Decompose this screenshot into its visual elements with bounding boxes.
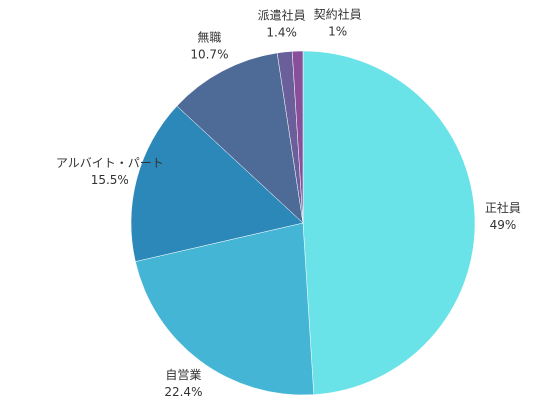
slice-label: アルバイト・パート — [56, 156, 164, 170]
slice-label: 無職 — [197, 30, 221, 45]
pie-slice — [135, 222, 315, 396]
pie-slice — [291, 50, 304, 224]
slice-label: 自営業 — [165, 368, 201, 382]
pie-slice — [130, 105, 304, 262]
pie-slice — [176, 52, 304, 224]
pie-slice — [302, 50, 476, 395]
slice-value: 10.7% — [190, 48, 228, 62]
slice-value: 15.5% — [91, 173, 129, 187]
slice-value: 22.4% — [164, 385, 202, 399]
slice-label: 派遣社員 — [258, 8, 306, 23]
slice-label: 契約社員 — [314, 7, 362, 22]
slice-value: 1.4% — [266, 26, 297, 40]
slice-value: 49% — [490, 218, 517, 232]
slice-label: 正社員 — [485, 200, 521, 215]
slice-value: 1% — [328, 25, 347, 39]
